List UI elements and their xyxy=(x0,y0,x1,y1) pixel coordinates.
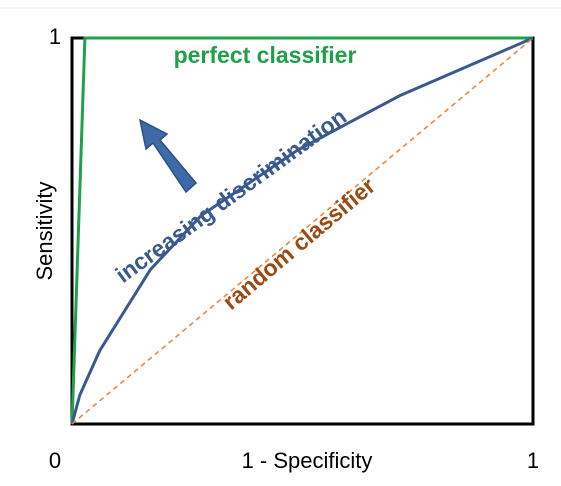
x-tick-label: 1 xyxy=(527,448,539,473)
series-line xyxy=(70,36,534,425)
x-tick-label: 0 xyxy=(49,448,61,473)
y-axis-label: Sensitivity xyxy=(32,181,57,280)
arrow xyxy=(138,118,198,194)
series-line xyxy=(71,37,534,425)
y-tick-label: 1 xyxy=(49,24,61,49)
series-label: perfect classifier xyxy=(174,42,357,68)
x-axis-label: 1 - Specificity xyxy=(242,448,373,473)
series-line xyxy=(70,36,533,425)
